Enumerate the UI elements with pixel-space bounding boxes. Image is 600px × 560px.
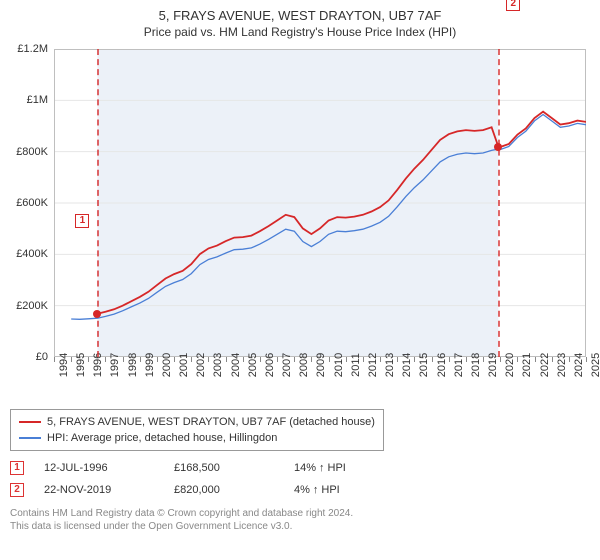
x-axis-label: 2012 (367, 353, 379, 377)
x-axis-label: 2020 (504, 353, 516, 377)
x-axis-label: 2003 (212, 353, 224, 377)
hpi-delta: 14% ↑ HPI (294, 462, 346, 474)
x-axis-label: 2002 (195, 353, 207, 377)
x-axis-label: 1994 (58, 353, 70, 377)
x-axis-label: 2006 (264, 353, 276, 377)
x-axis-label: 2019 (487, 353, 499, 377)
sale-data-table: 1 12-JUL-1996 £168,500 14% ↑ HPI 2 22-NO… (10, 457, 590, 501)
sale-date: 22-NOV-2019 (44, 484, 154, 496)
x-axis-label: 2015 (418, 353, 430, 377)
legend-swatch (19, 421, 41, 423)
y-axis-label: £1M (10, 94, 48, 106)
footer-attribution: Contains HM Land Registry data © Crown c… (10, 507, 590, 533)
x-axis-label: 2022 (539, 353, 551, 377)
x-axis-label: 2001 (178, 353, 190, 377)
x-axis-label: 1997 (109, 353, 121, 377)
legend-item: HPI: Average price, detached house, Hill… (19, 430, 375, 446)
marker-badge: 1 (10, 461, 24, 475)
x-axis-label: 2024 (573, 353, 585, 377)
table-row: 1 12-JUL-1996 £168,500 14% ↑ HPI (10, 457, 590, 479)
y-axis-label: £0 (10, 351, 48, 363)
arrow-up-icon: ↑ (313, 484, 319, 496)
legend: 5, FRAYS AVENUE, WEST DRAYTON, UB7 7AF (… (10, 409, 384, 451)
x-axis-label: 1999 (144, 353, 156, 377)
x-axis-label: 2018 (470, 353, 482, 377)
x-axis-label: 1995 (75, 353, 87, 377)
y-axis-label: £600K (10, 197, 48, 209)
x-axis-label: 2013 (384, 353, 396, 377)
y-axis-label: £800K (10, 146, 48, 158)
x-axis-label: 2008 (298, 353, 310, 377)
arrow-up-icon: ↑ (319, 462, 325, 474)
chart-area: £0 £200K £400K £600K £800K £1M £1.2M 1994 1995 1… (10, 45, 590, 405)
sale-date: 12-JUL-1996 (44, 462, 154, 474)
legend-item: 5, FRAYS AVENUE, WEST DRAYTON, UB7 7AF (… (19, 414, 375, 430)
legend-label: HPI: Average price, detached house, Hill… (47, 432, 277, 444)
y-axis-label: £400K (10, 248, 48, 260)
x-axis-label: 2009 (315, 353, 327, 377)
legend-label: 5, FRAYS AVENUE, WEST DRAYTON, UB7 7AF (… (47, 416, 375, 428)
chart-subtitle: Price paid vs. HM Land Registry's House … (10, 25, 590, 39)
y-axis-label: £200K (10, 300, 48, 312)
x-axis-label: 2007 (281, 353, 293, 377)
marker-badge: 2 (10, 483, 24, 497)
x-axis-label: 2011 (350, 353, 362, 377)
chart-marker-badge: 2 (506, 0, 520, 11)
chart-title: 5, FRAYS AVENUE, WEST DRAYTON, UB7 7AF (10, 8, 590, 23)
x-axis-label: 2021 (521, 353, 533, 377)
x-axis-label: 2023 (556, 353, 568, 377)
x-axis-label: 2005 (247, 353, 259, 377)
y-axis-label: £1.2M (10, 43, 48, 55)
x-axis-label: 2016 (436, 353, 448, 377)
x-axis-label: 2025 (590, 353, 600, 377)
x-axis-label: 2004 (230, 353, 242, 377)
x-axis-label: 1998 (127, 353, 139, 377)
x-axis-label: 2000 (161, 353, 173, 377)
legend-swatch (19, 437, 41, 439)
sale-price: £168,500 (174, 462, 274, 474)
sale-price: £820,000 (174, 484, 274, 496)
x-axis-label: 2014 (401, 353, 413, 377)
x-axis-label: 2010 (333, 353, 345, 377)
hpi-delta: 4% ↑ HPI (294, 484, 340, 496)
x-axis-label: 2017 (453, 353, 465, 377)
table-row: 2 22-NOV-2019 £820,000 4% ↑ HPI (10, 479, 590, 501)
chart-marker-badge: 1 (75, 214, 89, 228)
